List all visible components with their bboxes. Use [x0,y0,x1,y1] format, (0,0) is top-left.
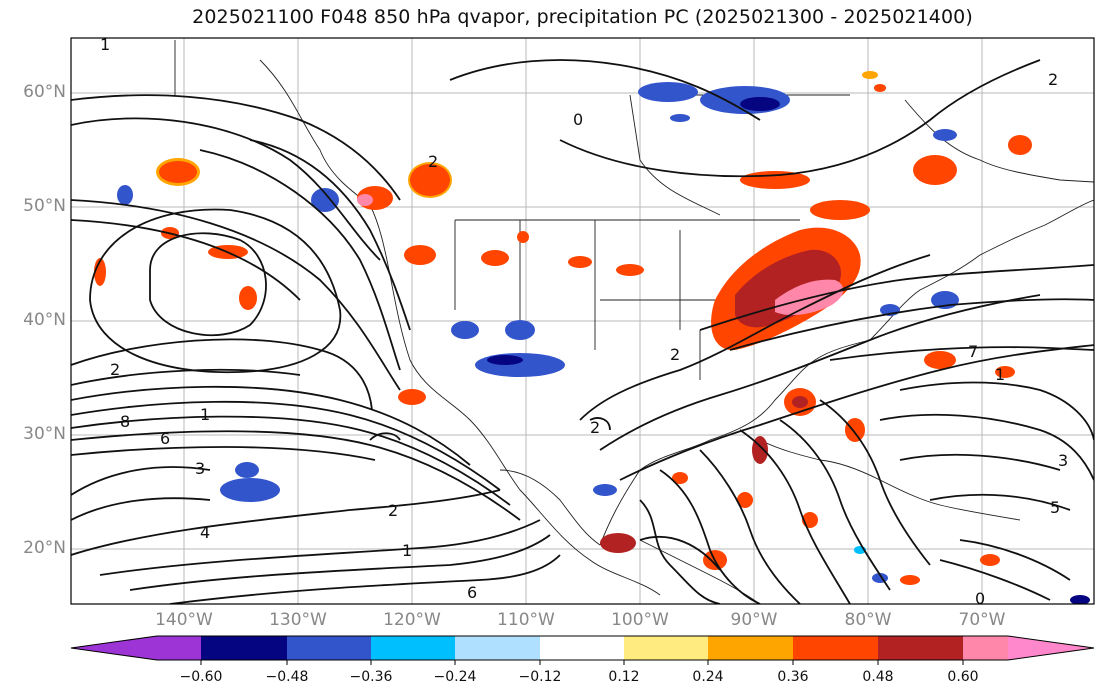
lat-label-50n: 50°N [23,196,66,216]
contour-label: 1 [995,365,1005,384]
contour-labels: 2 2 2 2 1 1 1 0 0 3 3 4 5 6 6 7 8 2 2 1 [100,35,1068,608]
lat-label-60n: 60°N [23,82,66,102]
colorbar-tick-label: −0.12 [518,669,562,685]
contour-label: 2 [110,360,120,379]
contour-label: 0 [975,589,985,608]
colorbar-tick-label: 0.24 [692,669,724,685]
contour-label: 2 [670,345,680,364]
colorbar-tick-label: 0.12 [608,669,640,685]
lon-label-80w: 80°W [844,610,892,630]
lat-label-30n: 30°N [23,424,66,444]
lon-label-100w: 100°W [611,610,669,630]
colorbar-max-extend [1008,636,1094,660]
contour-label: 6 [467,583,477,602]
contour-label: 1 [200,405,210,424]
lat-label-20n: 20°N [23,538,66,558]
lon-label-130w: 130°W [269,610,327,630]
colorbar-tick-label: 0.36 [777,669,809,685]
colorbar-min-extend [71,636,157,660]
contour-label: 1 [402,541,412,560]
contour-label: 1 [100,35,110,54]
lon-label-110w: 110°W [497,610,555,630]
plot-title: 2025021100 F048 850 hPa qvapor, precipit… [192,6,973,28]
contour-label: 2 [1048,70,1058,89]
contour-label: 6 [160,429,170,448]
colorbar-tick-label: 0.48 [862,669,894,685]
contour-label: 7 [968,342,978,361]
contour-label: 0 [573,110,583,129]
contour-label: 2 [388,501,398,520]
colorbar-tick-label: −0.48 [265,669,309,685]
colorbar-tick-label: −0.24 [433,669,477,685]
colorbar-tick-label: −0.60 [179,669,223,685]
lon-label-140w: 140°W [155,610,213,630]
map-frame [70,37,1095,605]
colorbar-tick-label: 0.60 [947,669,979,685]
colorbar [70,635,1095,665]
colorbar-tick-label: −0.36 [349,669,393,685]
contour-label: 8 [120,412,130,431]
contour-label: 2 [428,152,438,171]
lon-label-70w: 70°W [958,610,1006,630]
contour-label: 4 [200,523,210,542]
contour-label: 5 [1050,498,1060,517]
contour-label: 3 [195,459,205,478]
map-content: 2 2 2 2 1 1 1 0 0 3 3 4 5 6 6 7 8 2 2 1 [71,35,1094,608]
precip-anomaly-fills [94,71,1090,604]
contour-label: 3 [1058,451,1068,470]
lon-label-90w: 90°W [730,610,778,630]
lat-label-40n: 40°N [23,310,66,330]
qvapor-contours [71,59,1094,604]
lon-label-120w: 120°W [383,610,441,630]
contour-label: 2 [590,418,600,437]
